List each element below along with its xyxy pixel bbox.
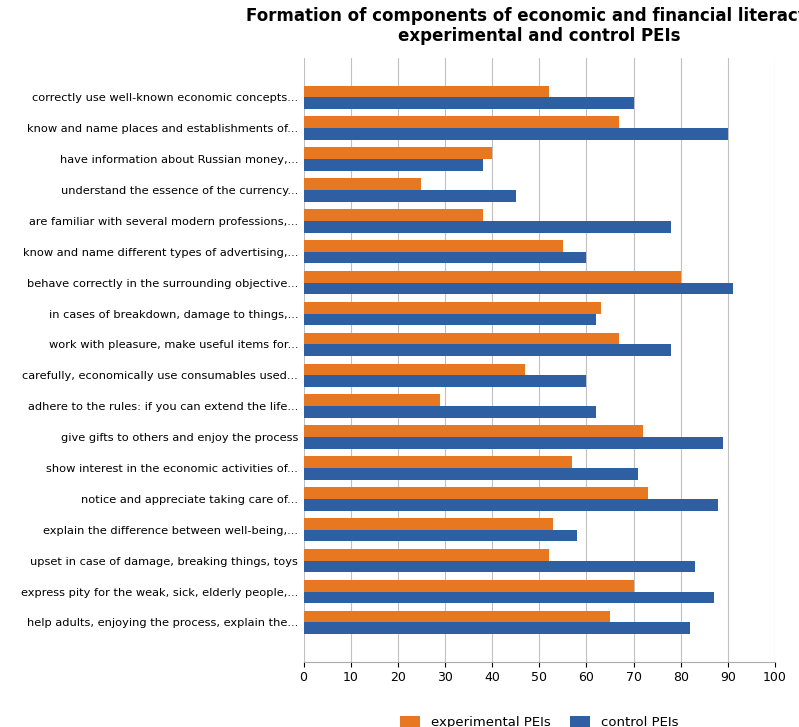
Bar xyxy=(304,333,619,345)
Bar xyxy=(304,148,492,159)
Bar xyxy=(304,345,671,356)
Bar xyxy=(304,499,718,510)
Legend: experimental PEIs, control PEIs: experimental PEIs, control PEIs xyxy=(396,710,683,727)
Bar xyxy=(304,579,634,592)
Bar xyxy=(304,364,525,375)
Bar xyxy=(304,457,572,468)
Bar xyxy=(304,302,601,313)
Bar xyxy=(304,406,596,418)
Bar xyxy=(304,487,648,499)
Bar xyxy=(304,425,643,437)
Bar xyxy=(304,97,634,109)
Bar xyxy=(304,190,516,201)
Bar xyxy=(304,159,483,171)
Bar xyxy=(304,395,440,406)
Bar xyxy=(304,116,619,128)
Bar xyxy=(304,561,695,572)
Bar xyxy=(304,209,483,221)
Bar xyxy=(304,240,563,252)
Bar xyxy=(304,468,638,480)
Bar xyxy=(304,549,549,561)
Bar xyxy=(304,518,554,530)
Bar xyxy=(304,437,723,449)
Bar xyxy=(304,375,586,387)
Bar xyxy=(304,592,714,603)
Bar xyxy=(304,622,690,634)
Bar xyxy=(304,283,733,294)
Bar xyxy=(304,252,586,263)
Title: Formation of components of economic and financial literacy in
experimental and c: Formation of components of economic and … xyxy=(246,7,799,46)
Bar xyxy=(304,86,549,97)
Bar xyxy=(304,271,681,283)
Bar xyxy=(304,313,596,325)
Bar xyxy=(304,530,577,542)
Bar xyxy=(304,611,610,622)
Bar xyxy=(304,128,728,140)
Bar xyxy=(304,178,422,190)
Bar xyxy=(304,221,671,233)
